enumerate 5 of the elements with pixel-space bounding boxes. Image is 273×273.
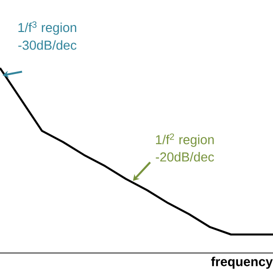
text: 1/f$^{3}$ region [18,21,76,35]
x-axis-title: frequency [211,256,273,269]
annotation: 1/f$^{2}$ region [156,133,214,147]
text: -30dB/dec [18,40,76,50]
annotation: -20dB/dec [156,152,214,162]
